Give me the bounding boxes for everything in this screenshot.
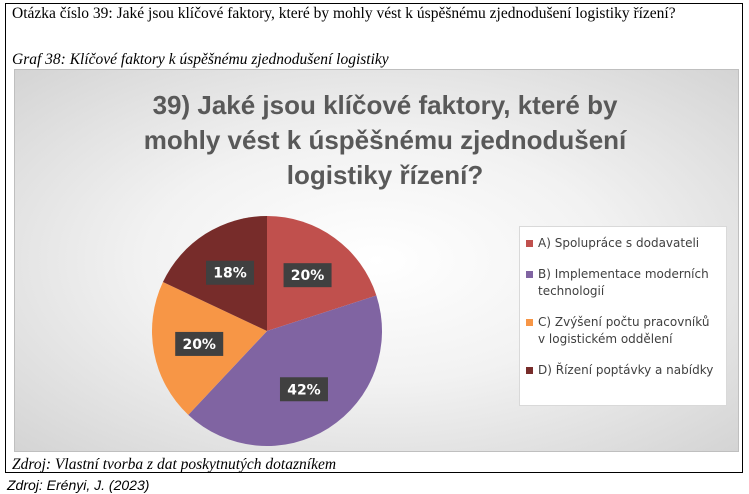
legend-swatch bbox=[526, 367, 533, 374]
data-label: 20% bbox=[291, 268, 325, 284]
data-label: 18% bbox=[213, 266, 247, 282]
figure-frame bbox=[5, 3, 743, 473]
data-label-box bbox=[283, 263, 332, 288]
data-label-box bbox=[206, 260, 255, 285]
pie-slice bbox=[188, 295, 382, 446]
legend: A) Spolupráce s dodavateli B) Implementac… bbox=[519, 226, 727, 406]
legend-swatch bbox=[526, 319, 533, 326]
data-label-box bbox=[175, 331, 224, 356]
chart-title: 39) Jaké jsou klíčové faktory, které by … bbox=[143, 90, 627, 190]
legend-swatch bbox=[526, 240, 533, 247]
chart: 20% 42% 20% 18% 39) Jaké jsou klíčové fakto… bbox=[14, 69, 739, 452]
source-note: Zdroj: Vlastní tvorba z dat poskytnutých… bbox=[12, 456, 337, 473]
data-label-box bbox=[279, 377, 328, 402]
data-label: 42% bbox=[287, 382, 321, 398]
pie-area: 20% 42% 20% 18% bbox=[151, 216, 382, 446]
legend-label: D) Řízení poptávky a nabídky bbox=[538, 363, 714, 377]
legend-entry: A) Spolupráce s dodavateli bbox=[526, 235, 720, 252]
legend-entry: D) Řízení poptávky a nabídky bbox=[526, 362, 720, 379]
legend-swatch bbox=[526, 271, 533, 278]
figure-caption: Graf 38: Klíčové faktory k úspěšnému zje… bbox=[12, 51, 389, 68]
data-label: 20% bbox=[182, 337, 216, 353]
legend-entry: B) Implementace moderních technologií bbox=[526, 266, 720, 300]
legend-label: C) Zvýšení počtu pracovníků v logistické… bbox=[538, 315, 710, 346]
legend-label: A) Spolupráce s dodavateli bbox=[538, 236, 700, 250]
legend-label: B) Implementace moderních technologií bbox=[538, 267, 709, 298]
legend-entry: C) Zvýšení počtu pracovníků v logistické… bbox=[526, 314, 720, 348]
question: Otázka číslo 39: Jaké jsou klíčové fakto… bbox=[12, 5, 676, 22]
citation: Zdroj: Erényi, J. (2023) bbox=[7, 477, 150, 493]
